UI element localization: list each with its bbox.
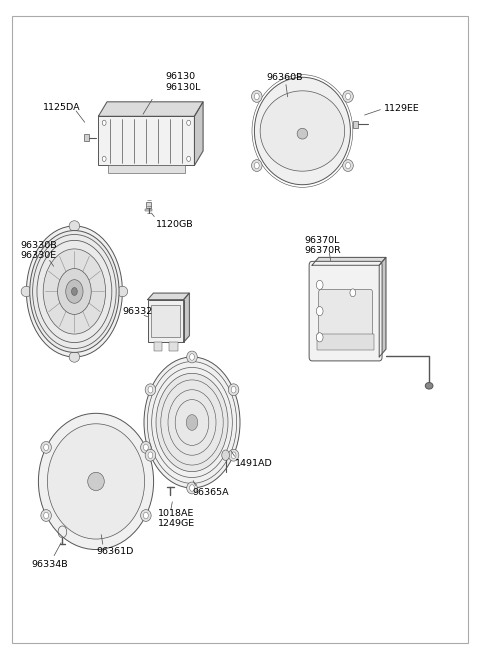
Polygon shape	[194, 102, 203, 165]
Circle shape	[144, 444, 148, 451]
Circle shape	[346, 93, 350, 100]
Circle shape	[148, 386, 153, 393]
Circle shape	[316, 307, 323, 316]
Ellipse shape	[117, 286, 128, 297]
Bar	[353, 121, 358, 128]
Ellipse shape	[187, 351, 197, 363]
Ellipse shape	[48, 424, 144, 539]
Ellipse shape	[252, 90, 262, 102]
Bar	[98, 117, 194, 165]
Circle shape	[187, 156, 191, 161]
Text: 1125DA: 1125DA	[43, 103, 81, 112]
Circle shape	[190, 354, 194, 360]
Bar	[148, 299, 183, 342]
Polygon shape	[98, 102, 203, 117]
Ellipse shape	[141, 441, 151, 453]
Circle shape	[144, 512, 148, 519]
Text: 96330B
96330E: 96330B 96330E	[20, 240, 57, 260]
Ellipse shape	[187, 482, 197, 494]
Circle shape	[102, 156, 106, 161]
Circle shape	[231, 386, 236, 393]
Text: 96332: 96332	[122, 307, 153, 316]
Text: 96370L
96370R: 96370L 96370R	[305, 236, 342, 255]
Circle shape	[148, 452, 153, 458]
Circle shape	[346, 162, 350, 169]
Ellipse shape	[260, 91, 345, 171]
Ellipse shape	[278, 108, 326, 154]
Circle shape	[316, 280, 323, 290]
Text: 96361D: 96361D	[96, 547, 133, 556]
Bar	[154, 342, 162, 351]
Text: 96360B: 96360B	[266, 73, 303, 82]
Circle shape	[254, 93, 259, 100]
Bar	[317, 334, 374, 350]
Circle shape	[30, 231, 119, 352]
Ellipse shape	[288, 117, 317, 145]
Circle shape	[350, 289, 356, 297]
Ellipse shape	[141, 510, 151, 521]
Bar	[152, 305, 180, 337]
Ellipse shape	[38, 413, 154, 550]
Ellipse shape	[21, 286, 32, 297]
Text: 96334B: 96334B	[31, 560, 68, 569]
Circle shape	[44, 512, 48, 519]
Circle shape	[187, 121, 191, 126]
Ellipse shape	[66, 445, 126, 517]
Text: 1129EE: 1129EE	[384, 104, 420, 113]
Text: 1120GB: 1120GB	[156, 219, 193, 229]
Circle shape	[156, 373, 228, 472]
Ellipse shape	[56, 434, 136, 529]
Bar	[169, 342, 178, 351]
Text: 96365A: 96365A	[192, 488, 228, 497]
Ellipse shape	[297, 128, 308, 139]
Ellipse shape	[343, 90, 353, 102]
Ellipse shape	[88, 472, 104, 491]
Polygon shape	[148, 293, 189, 300]
Bar	[84, 134, 89, 141]
Circle shape	[44, 444, 48, 451]
Ellipse shape	[69, 221, 80, 231]
Circle shape	[254, 162, 259, 169]
Ellipse shape	[269, 99, 336, 163]
Circle shape	[144, 357, 240, 488]
Ellipse shape	[145, 449, 156, 461]
Text: 96130
96130L: 96130 96130L	[166, 72, 201, 92]
Text: 1491AD: 1491AD	[235, 459, 273, 468]
Ellipse shape	[145, 384, 156, 396]
Circle shape	[190, 485, 194, 491]
Circle shape	[222, 450, 229, 460]
Polygon shape	[312, 257, 386, 265]
Polygon shape	[379, 257, 386, 357]
Circle shape	[231, 452, 236, 458]
Bar	[108, 165, 185, 173]
Circle shape	[26, 226, 122, 357]
Circle shape	[58, 269, 91, 314]
Circle shape	[102, 121, 106, 126]
Circle shape	[186, 415, 198, 430]
Circle shape	[43, 249, 106, 334]
Bar	[146, 202, 151, 208]
Ellipse shape	[41, 510, 51, 521]
Bar	[145, 209, 152, 212]
Ellipse shape	[69, 352, 80, 362]
Ellipse shape	[252, 160, 262, 172]
FancyBboxPatch shape	[309, 261, 382, 361]
Polygon shape	[183, 293, 189, 342]
Ellipse shape	[228, 384, 239, 396]
Ellipse shape	[228, 449, 239, 461]
Ellipse shape	[254, 77, 350, 185]
Ellipse shape	[41, 441, 51, 453]
Text: 1018AE
1249GE: 1018AE 1249GE	[158, 509, 195, 529]
Circle shape	[72, 288, 77, 295]
Circle shape	[316, 333, 323, 342]
Circle shape	[66, 280, 83, 303]
Ellipse shape	[425, 383, 433, 389]
Ellipse shape	[343, 160, 353, 172]
FancyBboxPatch shape	[319, 290, 372, 345]
